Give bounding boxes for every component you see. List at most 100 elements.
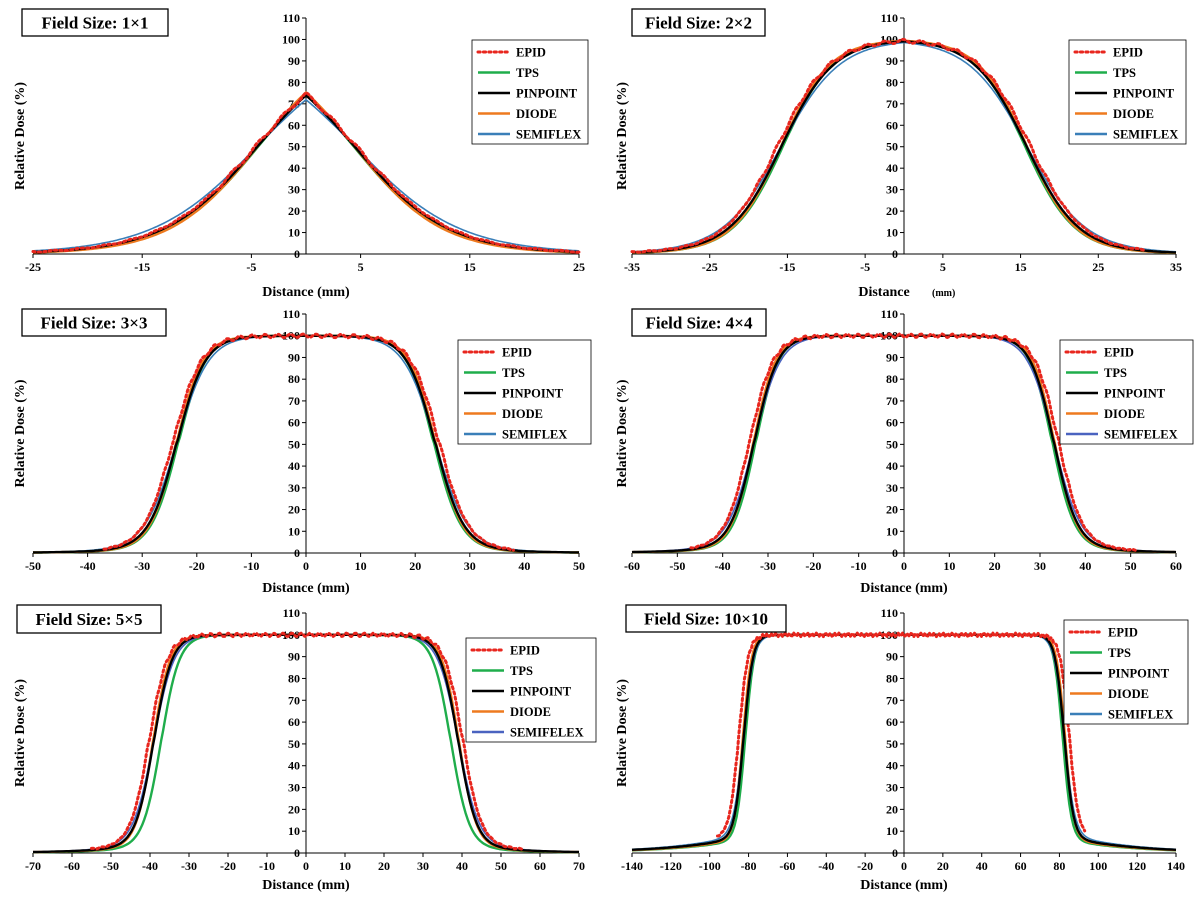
- y-tick-label: 80: [886, 75, 898, 89]
- x-tick-label: 30: [1034, 559, 1046, 573]
- x-tick-label: -30: [134, 559, 150, 573]
- x-tick-label: 25: [1092, 260, 1104, 274]
- y-tick-label: 0: [892, 846, 898, 860]
- x-tick-label: -40: [142, 859, 158, 873]
- y-tick-label: 50: [886, 437, 898, 451]
- series-line-epid: [630, 37, 1147, 254]
- y-tick-label: 10: [288, 226, 300, 240]
- y-tick-label: 30: [886, 183, 898, 197]
- legend-label: PINPOINT: [510, 685, 572, 699]
- x-tick-label: -20: [220, 859, 236, 873]
- y-tick-label: 20: [288, 503, 300, 517]
- y-axis-label: Relative Dose (%): [615, 679, 630, 787]
- x-tick-label: -25: [25, 260, 41, 274]
- y-tick-label: 100: [282, 32, 300, 46]
- chart-title: Field Size: 4×4: [646, 314, 753, 333]
- y-tick-label: 40: [886, 759, 898, 773]
- y-tick-label: 90: [886, 350, 898, 364]
- y-tick-label: 110: [283, 606, 300, 620]
- x-tick-label: -15: [779, 260, 795, 274]
- x-tick-label: 20: [378, 859, 390, 873]
- x-tick-label: 15: [464, 260, 476, 274]
- x-tick-label: 120: [1128, 859, 1146, 873]
- y-tick-label: 50: [886, 140, 898, 154]
- y-tick-label: 0: [294, 247, 300, 261]
- x-tick-label: 20: [937, 859, 949, 873]
- x-tick-label: 5: [358, 260, 364, 274]
- y-tick-label: 40: [288, 759, 300, 773]
- y-axis-label: Relative Dose (%): [13, 379, 28, 487]
- series-line-semiflex: [32, 98, 580, 252]
- legend-label: SEMIFLEX: [516, 128, 581, 142]
- x-tick-label: 50: [495, 859, 507, 873]
- y-tick-label: 90: [288, 650, 300, 664]
- y-tick-label: 20: [886, 802, 898, 816]
- y-tick-label: 40: [886, 459, 898, 473]
- chart-title: Field Size: 1×1: [42, 14, 149, 33]
- y-tick-label: 0: [294, 546, 300, 560]
- x-tick-label: 10: [943, 559, 955, 573]
- y-tick-label: 30: [288, 481, 300, 495]
- y-tick-label: 20: [886, 204, 898, 218]
- y-tick-label: 50: [288, 737, 300, 751]
- x-axis-label: Distance (mm): [860, 878, 948, 893]
- x-tick-label: 20: [409, 559, 421, 573]
- y-tick-label: 10: [886, 824, 898, 838]
- title-box: [631, 308, 767, 337]
- chart-title: Field Size: 10×10: [644, 610, 768, 629]
- x-tick-label: 60: [1170, 559, 1182, 573]
- y-tick-label: 70: [288, 394, 300, 408]
- legend-label: DIODE: [516, 107, 557, 121]
- y-tick-label: 110: [881, 307, 898, 321]
- y-tick-label: 110: [881, 11, 898, 25]
- legend-label: TPS: [1104, 366, 1127, 380]
- x-axis-label: Distance (mm): [262, 878, 350, 893]
- legend-label: DIODE: [1108, 687, 1149, 701]
- y-tick-label: 50: [886, 737, 898, 751]
- series-line-epid: [716, 631, 1087, 838]
- x-axis-label: Distance: [858, 285, 909, 300]
- y-axis-label: Relative Dose (%): [615, 379, 630, 487]
- y-tick-label: 50: [288, 437, 300, 451]
- title-box: [21, 308, 167, 337]
- x-tick-label: 50: [573, 559, 585, 573]
- y-tick-label: 60: [288, 118, 300, 132]
- x-tick-label: -50: [25, 559, 41, 573]
- x-tick-label: 40: [976, 859, 988, 873]
- legend-label: EPID: [1113, 46, 1143, 60]
- y-tick-label: 20: [288, 204, 300, 218]
- x-tick-label: -25: [702, 260, 718, 274]
- x-tick-label: 10: [355, 559, 367, 573]
- x-tick-label: 60: [1015, 859, 1027, 873]
- legend-label: DIODE: [510, 705, 551, 719]
- x-tick-label: -20: [805, 559, 821, 573]
- x-tick-label: -5: [860, 260, 870, 274]
- y-tick-label: 30: [288, 183, 300, 197]
- x-tick-label: 10: [339, 859, 351, 873]
- y-tick-label: 60: [288, 416, 300, 430]
- x-tick-label: 0: [901, 559, 907, 573]
- x-tick-label: -20: [189, 559, 205, 573]
- legend-label: SEMIFELEX: [1104, 428, 1178, 442]
- x-tick-label: 25: [573, 260, 585, 274]
- y-tick-label: 60: [886, 416, 898, 430]
- x-tick-label: -30: [181, 859, 197, 873]
- legend-label: PINPOINT: [502, 387, 564, 401]
- y-tick-label: 30: [886, 481, 898, 495]
- y-tick-label: 20: [288, 802, 300, 816]
- legend-label: SEMIFELEX: [510, 726, 584, 740]
- title-box: [625, 604, 787, 633]
- x-tick-label: 40: [456, 859, 468, 873]
- y-tick-label: 60: [886, 715, 898, 729]
- y-tick-label: 0: [892, 546, 898, 560]
- chart-panel: 0 10 20 30 40 50 60 70 80 90 100 110 -140 -120 -100 -80…: [615, 604, 1189, 893]
- x-tick-label: -40: [80, 559, 96, 573]
- x-axis-unit: (mm): [932, 288, 955, 299]
- y-tick-label: 20: [886, 503, 898, 517]
- y-tick-label: 90: [886, 54, 898, 68]
- y-tick-label: 60: [288, 715, 300, 729]
